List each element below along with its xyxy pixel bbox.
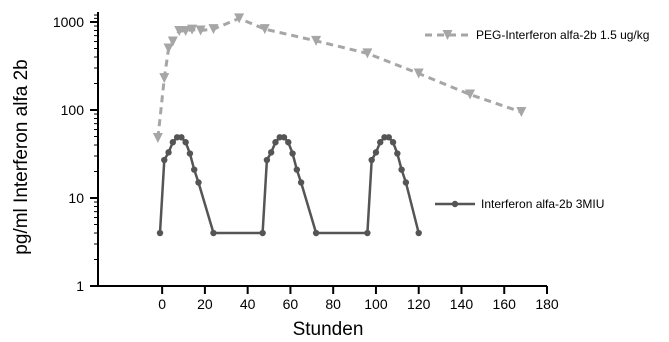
data-point bbox=[163, 43, 174, 54]
data-point bbox=[285, 139, 292, 146]
data-point bbox=[398, 166, 405, 173]
data-point bbox=[297, 179, 305, 186]
y-tick-label: 1 bbox=[76, 278, 84, 294]
data-point bbox=[263, 156, 271, 164]
x-tick-label: 0 bbox=[158, 296, 166, 312]
data-point bbox=[362, 48, 373, 59]
legend-entry: PEG-Interferon alfa-2b 1.5 ug/kg bbox=[425, 28, 649, 42]
data-point bbox=[311, 35, 322, 46]
data-point bbox=[195, 25, 206, 36]
data-point bbox=[210, 229, 217, 237]
series-line bbox=[156, 16, 522, 139]
data-point bbox=[169, 139, 177, 146]
x-tick-label: 60 bbox=[283, 296, 299, 312]
data-point bbox=[156, 229, 164, 237]
data-point bbox=[159, 73, 170, 84]
data-point bbox=[394, 150, 401, 157]
data-point bbox=[293, 166, 301, 173]
y-tick-label: 100 bbox=[61, 102, 85, 118]
data-point bbox=[280, 134, 288, 141]
data-point bbox=[389, 139, 397, 146]
data-point bbox=[178, 134, 185, 141]
x-ticks: 0 20 40 60 80 100 120 140 160 180 bbox=[158, 286, 559, 312]
data-point bbox=[413, 68, 424, 79]
data-point bbox=[195, 179, 202, 186]
y-tick-label: 1000 bbox=[53, 14, 84, 30]
legend-marker bbox=[451, 200, 459, 208]
series-1 bbox=[152, 13, 527, 144]
x-tick-label: 140 bbox=[450, 296, 474, 312]
data-point bbox=[186, 150, 194, 157]
data-point bbox=[312, 229, 320, 237]
x-axis-title: Stunden bbox=[293, 319, 364, 340]
data-point bbox=[272, 139, 279, 146]
data-point bbox=[182, 139, 189, 146]
data-point bbox=[267, 149, 275, 156]
legend-entry: Interferon alfa-2b 3MIU bbox=[435, 197, 604, 211]
data-point bbox=[465, 89, 476, 100]
x-axis: 0 20 40 60 80 100 120 140 160 180 bbox=[98, 285, 559, 312]
y-tick-label: 10 bbox=[68, 190, 84, 206]
legend-label: Interferon alfa-2b 3MIU bbox=[481, 197, 604, 211]
series-layer bbox=[152, 13, 527, 237]
data-point bbox=[364, 229, 371, 237]
data-point bbox=[234, 13, 245, 24]
data-point bbox=[377, 139, 384, 146]
data-point bbox=[289, 150, 296, 157]
data-point bbox=[368, 156, 375, 164]
data-point bbox=[174, 26, 185, 37]
data-point bbox=[152, 133, 163, 144]
legend-marker bbox=[442, 30, 453, 40]
y-axis: 1 10 100 1000 bbox=[53, 12, 99, 294]
x-tick-label: 100 bbox=[364, 296, 388, 312]
data-point bbox=[516, 106, 527, 117]
data-point bbox=[259, 229, 266, 237]
data-point bbox=[372, 149, 380, 156]
data-point bbox=[167, 36, 178, 47]
data-point bbox=[415, 229, 422, 237]
x-tick-label: 40 bbox=[240, 296, 256, 312]
x-tick-label: 120 bbox=[407, 296, 431, 312]
y-ticks: 1 10 100 1000 bbox=[53, 14, 98, 294]
data-point bbox=[208, 24, 219, 35]
legend-label: PEG-Interferon alfa-2b 1.5 ug/kg bbox=[476, 28, 649, 42]
x-tick-label: 80 bbox=[325, 296, 341, 312]
y-axis-title: pg/ml Interferon alfa 2b bbox=[11, 59, 32, 254]
x-tick-label: 160 bbox=[493, 296, 517, 312]
data-point bbox=[259, 24, 270, 35]
series-2 bbox=[156, 134, 422, 237]
legend: PEG-Interferon alfa-2b 1.5 ug/kg Interfer… bbox=[425, 28, 649, 211]
x-tick-label: 180 bbox=[535, 296, 559, 312]
data-point bbox=[161, 156, 168, 164]
data-point bbox=[165, 149, 172, 156]
data-point bbox=[402, 179, 410, 186]
x-tick-label: 20 bbox=[197, 296, 213, 312]
data-point bbox=[187, 24, 198, 35]
data-point bbox=[191, 166, 198, 173]
data-point bbox=[180, 26, 191, 37]
data-point bbox=[385, 134, 392, 141]
